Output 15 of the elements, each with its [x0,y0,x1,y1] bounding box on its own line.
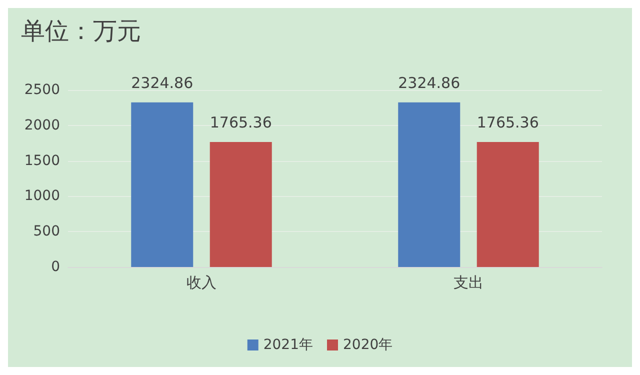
y-tick-label: 2500 [24,82,60,98]
data-label: 2324.86 [131,74,194,92]
y-tick-label: 2000 [24,117,60,134]
legend-label: 2020年 [343,337,393,353]
data-label: 1765.36 [476,114,539,132]
data-label: 1765.36 [210,114,272,132]
chart-title: 单位：万元 [21,17,141,45]
data-label: 2324.86 [398,74,460,92]
legend-label: 2021年 [263,337,314,353]
y-tick-label: 1500 [24,152,60,169]
x-tick-label: 收入 [186,274,216,292]
y-tick-label: 1000 [24,188,60,204]
y-tick-label: 500 [33,224,60,240]
y-tick-label: 0 [51,259,60,275]
x-tick-label: 支出 [454,274,484,292]
